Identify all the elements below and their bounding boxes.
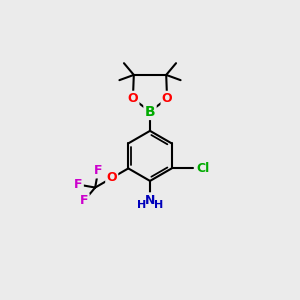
Text: F: F	[80, 194, 88, 207]
Text: H: H	[154, 200, 164, 210]
Text: F: F	[94, 164, 102, 177]
Text: B: B	[145, 105, 155, 119]
Text: F: F	[74, 178, 82, 191]
Text: H: H	[136, 200, 146, 210]
Text: N: N	[145, 194, 155, 207]
Text: O: O	[128, 92, 138, 105]
Text: Cl: Cl	[196, 162, 210, 175]
Text: O: O	[162, 92, 172, 105]
Text: O: O	[106, 172, 117, 184]
